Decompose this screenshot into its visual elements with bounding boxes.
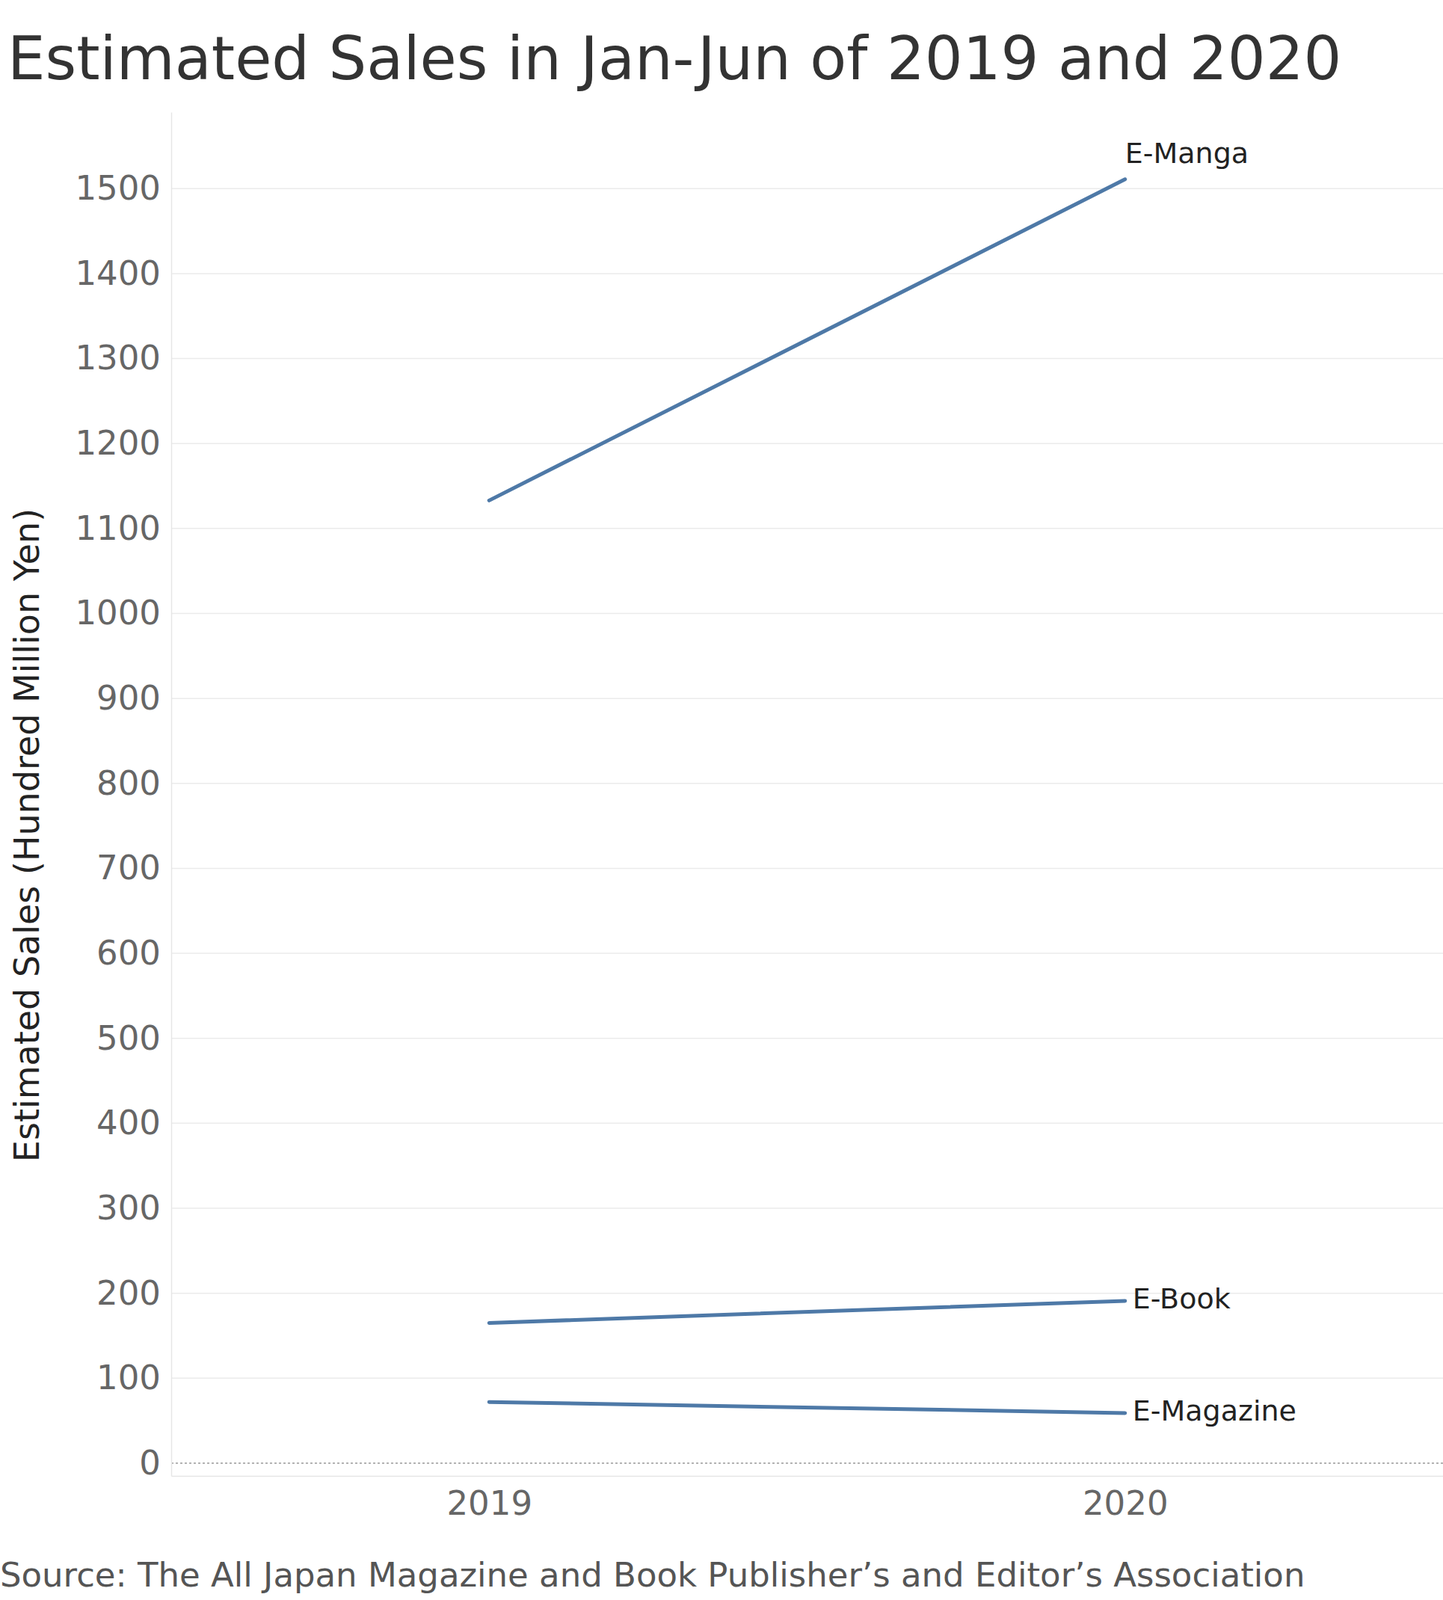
grid-line (171, 697, 1443, 700)
grid-line (171, 1037, 1443, 1040)
y-tick-label: 400 (96, 1102, 161, 1143)
y-tick: 1200 (74, 423, 172, 463)
grid-line (171, 527, 1443, 530)
y-axis: 0 100 200 300 400 500 600 700 800 900 1000 1100 1200… (74, 112, 172, 1483)
y-tick: 900 (96, 678, 172, 718)
series-label: E-Book (1132, 1282, 1231, 1316)
y-tick-label: 500 (96, 1018, 161, 1058)
y-tick: 200 (96, 1273, 172, 1313)
grid-line (171, 272, 1443, 275)
chart: 0 100 200 300 400 500 600 700 800 900 1000 1100 1200… (0, 0, 1443, 1600)
x-tick-label: 2020 (1082, 1483, 1169, 1524)
x-axis-line (171, 1475, 1443, 1478)
lines (488, 179, 1126, 1414)
series-labels: E-Manga E-Book E-Magazine (1125, 136, 1297, 1429)
y-tick: 500 (96, 1018, 172, 1058)
grid-line (171, 868, 1443, 870)
grid (171, 188, 1443, 1464)
y-tick: 0 (139, 1443, 172, 1483)
grid-line (171, 782, 1443, 785)
grid-line (171, 1462, 1443, 1464)
y-tick-label: 1400 (74, 253, 161, 294)
y-tick-label: 600 (96, 933, 161, 973)
series-label: E-Manga (1125, 136, 1249, 170)
y-tick-label: 900 (96, 678, 161, 718)
x-tick-label: 2019 (446, 1483, 533, 1524)
grid-line (171, 1377, 1443, 1380)
source: Source: The All Japan Magazine and Book … (0, 1555, 1305, 1595)
y-axis-line (171, 112, 173, 1477)
y-tick: 100 (96, 1357, 172, 1398)
y-tick: 800 (96, 763, 172, 803)
grid-line (171, 358, 1443, 360)
y-tick: 1500 (74, 168, 172, 208)
y-tick: 1400 (74, 253, 172, 294)
y-tick-label: 1200 (74, 423, 161, 463)
series-line (488, 1401, 1126, 1414)
y-tick-label: 700 (96, 847, 161, 888)
y-tick: 1300 (74, 337, 172, 378)
grid-line (171, 188, 1443, 190)
y-axis-title: Estimated Sales (Hundred Million Yen) (6, 508, 48, 1162)
series-label: E-Magazine (1132, 1394, 1297, 1428)
y-tick: 1000 (74, 592, 172, 633)
x-tick: 2019 (446, 1475, 533, 1524)
y-tick-label: 1300 (74, 337, 161, 378)
y-tick-label: 100 (96, 1357, 161, 1398)
y-tick-label: 1100 (74, 508, 161, 549)
grid-line (171, 1207, 1443, 1209)
x-axis: 2019 2020 (171, 1475, 1443, 1524)
grid-line (171, 1122, 1443, 1125)
x-tick: 2020 (1082, 1475, 1169, 1524)
y-tick: 300 (96, 1188, 172, 1228)
series-line (488, 1300, 1126, 1324)
plot: 0 100 200 300 400 500 600 700 800 900 1000 1100 1200… (74, 112, 1443, 1524)
y-tick: 1100 (74, 508, 172, 549)
grid-line (171, 442, 1443, 445)
series-line (488, 179, 1126, 501)
y-tick-label: 800 (96, 763, 161, 803)
y-tick-label: 200 (96, 1273, 161, 1313)
grid-line (171, 952, 1443, 955)
y-tick-label: 1000 (74, 592, 161, 633)
y-tick: 700 (96, 847, 172, 888)
grid-line (171, 613, 1443, 615)
title: Estimated Sales in Jan-Jun of 2019 and 2… (7, 23, 1342, 94)
grid-line (171, 1292, 1443, 1295)
y-tick-label: 1500 (74, 168, 161, 208)
y-tick: 400 (96, 1102, 172, 1143)
y-tick: 600 (96, 933, 172, 973)
y-tick-label: 0 (139, 1443, 161, 1483)
y-tick-label: 300 (96, 1188, 161, 1228)
